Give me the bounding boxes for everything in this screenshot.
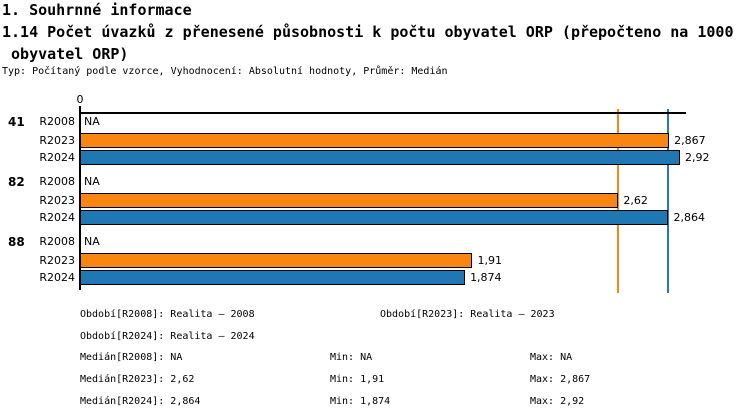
bar-value-label: 2,62: [623, 194, 648, 207]
legend-text: Období[R2008]: Realita – 2008: [80, 309, 255, 320]
legend-text: Medián[R2008]: NA: [80, 352, 183, 363]
legend-text: Medián[R2024]: 2,864: [80, 396, 201, 407]
legend-text: Období[R2024]: Realita – 2024: [80, 331, 255, 342]
legend-text: Medián[R2023]: 2,62: [80, 374, 195, 385]
legend-text: Min: 1,874: [330, 396, 391, 407]
group-label: 41: [8, 115, 25, 129]
top-axis-line: [79, 112, 686, 114]
bar-chart: 0 41 R2008 NA R2023 2,867 R2024 2,92 82 R2008 NA R…: [8, 93, 710, 293]
series-label: R2023: [39, 134, 75, 147]
bar-value-label: 2,92: [685, 151, 710, 164]
group-label: 82: [8, 175, 25, 189]
value-bar-R2024: [80, 210, 669, 225]
series-label: R2024: [39, 211, 75, 224]
value-bar-R2023: [80, 133, 670, 148]
series-label: R2024: [39, 271, 75, 284]
value-bar-R2023: [80, 253, 473, 268]
bar-value-label: 2,864: [673, 211, 705, 224]
legend-text: Období[R2023]: Realita – 2023: [380, 309, 555, 320]
series-label: R2008: [39, 175, 75, 188]
value-bar-R2024: [80, 270, 466, 285]
series-label: R2023: [39, 254, 75, 267]
na-value: NA: [84, 235, 100, 248]
indicator-title-line1: 1.14 Počet úvazků z přenesené působnosti…: [2, 23, 734, 41]
indicator-meta: Typ: Počítaný podle vzorce, Vyhodnocení:…: [2, 66, 448, 77]
bar-value-label: 1,91: [477, 254, 502, 267]
series-label: R2008: [39, 115, 75, 128]
value-bar-R2024: [80, 150, 680, 165]
group-label: 88: [8, 235, 25, 249]
bar-value-label: 2,867: [674, 134, 706, 147]
series-label: R2024: [39, 151, 75, 164]
legend-text: Min: 1,91: [330, 374, 385, 385]
na-value: NA: [84, 115, 100, 128]
legend-text: Max: 2,92: [530, 396, 585, 407]
bar-value-label: 1,874: [470, 271, 502, 284]
indicator-title-line2: obyvatel ORP): [2, 45, 129, 63]
value-axis-line: [79, 106, 81, 290]
na-value: NA: [84, 175, 100, 188]
series-label: R2008: [39, 235, 75, 248]
legend-text: Max: NA: [530, 352, 573, 363]
legend-text: Max: 2,867: [530, 374, 591, 385]
value-bar-R2023: [80, 193, 619, 208]
median-R2024-line: [667, 109, 670, 293]
report-section-title: 1. Souhrnné informace: [2, 1, 192, 19]
series-label: R2023: [39, 194, 75, 207]
axis-zero-tick-label: 0: [76, 93, 84, 106]
legend-text: Min: NA: [330, 352, 373, 363]
median-R2023-line: [617, 109, 620, 293]
